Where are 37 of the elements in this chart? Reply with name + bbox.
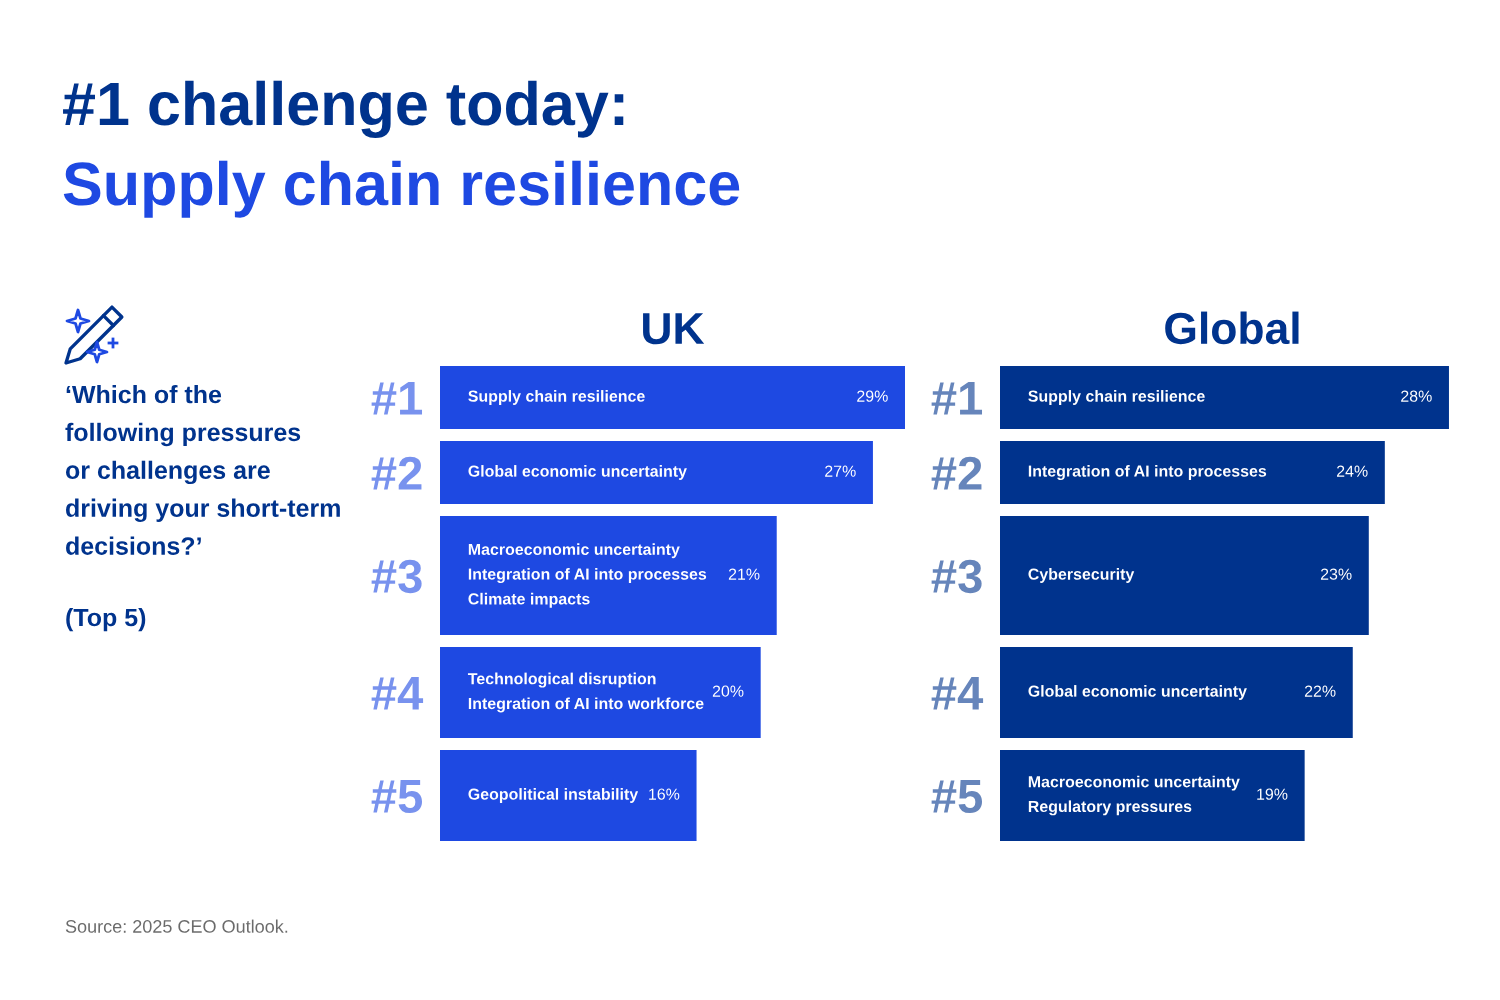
- annotation: Global economic uncertainty: [468, 465, 687, 480]
- y-tick-label: #5: [371, 780, 423, 814]
- chart-title: Global: [1165, 311, 1299, 345]
- text: (Top 5): [66, 608, 146, 632]
- annotation: Global economic uncertainty: [1028, 685, 1247, 700]
- data-label: 24%: [1337, 465, 1368, 477]
- y-tick-label: #3: [931, 559, 982, 594]
- y-tick-label: #2: [931, 456, 982, 490]
- y-tick-label: #2: [371, 456, 422, 490]
- text: #1 challenge today:: [63, 80, 624, 138]
- annotation: Integration of AI into processes: [1028, 465, 1267, 480]
- y-tick-label: #3: [371, 559, 422, 594]
- y-tick-label: #1: [371, 382, 423, 415]
- annotation: Supply chain resilience: [468, 390, 645, 405]
- data-label: 19%: [1257, 788, 1288, 800]
- y-tick-label: #4: [371, 677, 424, 710]
- y-tick-label: #4: [931, 677, 984, 710]
- data-label: 20%: [712, 685, 744, 697]
- annotation: Supply chain resilience: [1028, 390, 1205, 405]
- data-label: 23%: [1320, 568, 1352, 580]
- text: Supply chain resilience: [63, 160, 740, 218]
- annotation: Geopolitical instability: [468, 788, 639, 803]
- text: ‘Which of the following pressures or challenges are driving your short-term decisions?’: [65, 385, 340, 555]
- data-label: 28%: [1401, 390, 1432, 402]
- annotation: Macroeconomic uncertainty Integration of AI into processes Climate impacts: [468, 543, 707, 608]
- data-label: 29%: [857, 390, 888, 402]
- data-label: 22%: [1304, 685, 1336, 697]
- chart-title: UK: [643, 313, 705, 345]
- data-label: 27%: [825, 465, 856, 477]
- annotation: Technological disruption Integration of AI into workforce: [467, 672, 704, 713]
- source-note: Source: 2025 CEO Outlook.: [65, 919, 288, 933]
- annotation: Cybersecurity: [1028, 568, 1135, 583]
- annotation: Macroeconomic uncertainty Regulatory pressures: [1028, 775, 1240, 816]
- y-tick-label: #5: [931, 780, 983, 814]
- data-label: 16%: [649, 788, 680, 800]
- data-label: 21%: [728, 568, 760, 580]
- y-tick-label: #1: [931, 382, 983, 415]
